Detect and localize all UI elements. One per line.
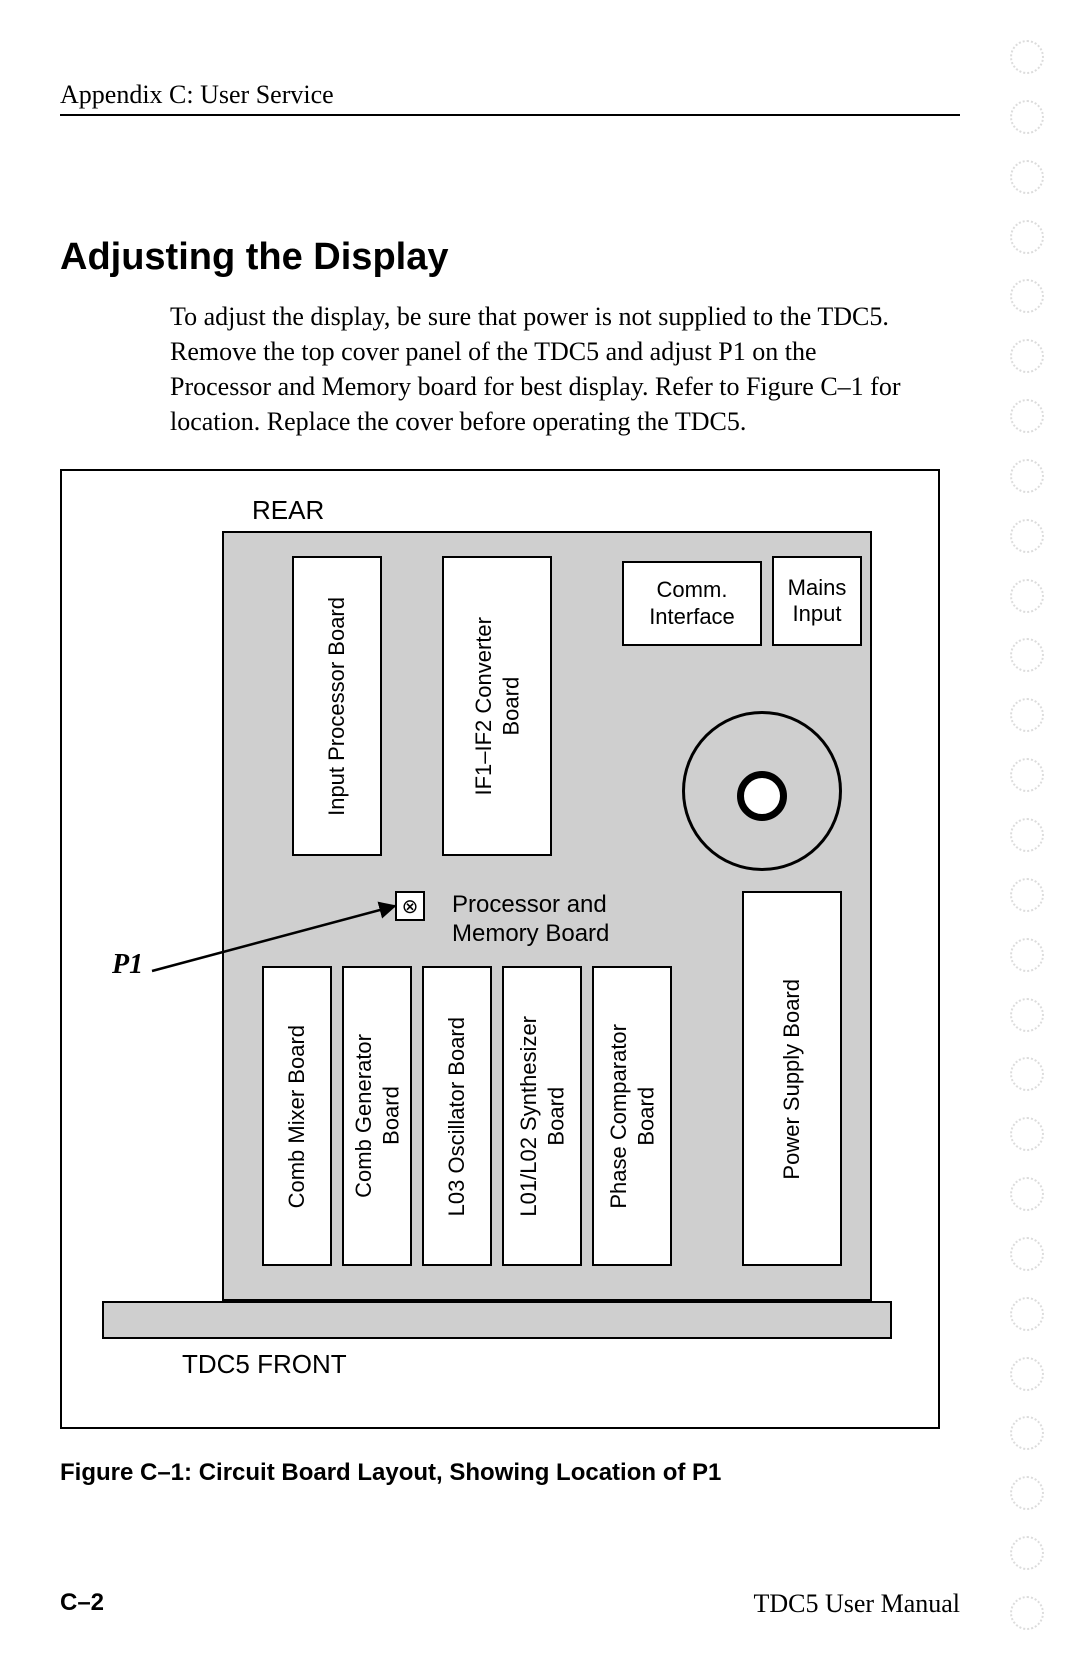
binding-hole-icon xyxy=(1010,1177,1044,1211)
page-footer: C–2 TDC5 User Manual xyxy=(60,1589,960,1619)
binding-hole-icon xyxy=(1010,1057,1044,1091)
board-l03-oscillator: L03 Oscillator Board xyxy=(422,966,492,1266)
board-mains-input: Mains Input xyxy=(772,556,862,646)
board-l01-l02-synthesizer: L01/L02 Synthesizer Board xyxy=(502,966,582,1266)
binding-hole-icon xyxy=(1010,399,1044,433)
binding-hole-icon xyxy=(1010,459,1044,493)
binding-hole-icon xyxy=(1010,1536,1044,1570)
binding-hole-icon xyxy=(1010,1416,1044,1450)
figure-c1-box: REAR Input Processor Board IF1–IF2 Conve… xyxy=(60,469,940,1429)
front-label: TDC5 FRONT xyxy=(182,1349,347,1380)
binding-hole-icon xyxy=(1010,1237,1044,1271)
binding-hole-icon xyxy=(1010,698,1044,732)
board-label: Power Supply Board xyxy=(778,979,806,1180)
p1-callout-label: P1 xyxy=(112,949,143,981)
board-comb-mixer: Comb Mixer Board xyxy=(262,966,332,1266)
board-comm-interface: Comm. Interface xyxy=(622,561,762,646)
manual-title: TDC5 User Manual xyxy=(753,1589,960,1619)
body-paragraph: To adjust the display, be sure that powe… xyxy=(170,299,920,439)
running-header: Appendix C: User Service xyxy=(60,80,960,116)
binding-hole-icon xyxy=(1010,818,1044,852)
binding-hole-icon xyxy=(1010,160,1044,194)
rear-label: REAR xyxy=(252,495,324,526)
binding-hole-icon xyxy=(1010,1297,1044,1331)
section-heading: Adjusting the Display xyxy=(60,236,960,279)
binding-hole-icon xyxy=(1010,279,1044,313)
processor-memory-label: Processor and Memory Board xyxy=(452,891,609,949)
board-label: Comb Generator Board xyxy=(350,1034,405,1198)
binding-hole-icon xyxy=(1010,638,1044,672)
binding-hole-icon xyxy=(1010,758,1044,792)
binding-holes xyxy=(1010,40,1050,1630)
front-panel-bar xyxy=(102,1301,892,1339)
board-label: L01/L02 Synthesizer Board xyxy=(515,1016,570,1217)
board-label: L03 Oscillator Board xyxy=(443,1017,471,1216)
binding-hole-icon xyxy=(1010,1117,1044,1151)
binding-hole-icon xyxy=(1010,579,1044,613)
board-label: Input Processor Board xyxy=(323,597,351,816)
board-phase-comparator: Phase Comparator Board xyxy=(592,966,672,1266)
binding-hole-icon xyxy=(1010,1357,1044,1391)
board-label: IF1–IF2 Converter Board xyxy=(470,617,525,796)
binding-hole-icon xyxy=(1010,1476,1044,1510)
board-label: Comb Mixer Board xyxy=(283,1025,311,1208)
binding-hole-icon xyxy=(1010,40,1044,74)
binding-hole-icon xyxy=(1010,339,1044,373)
binding-hole-icon xyxy=(1010,220,1044,254)
figure-caption: Figure C–1: Circuit Board Layout, Showin… xyxy=(60,1459,960,1487)
board-power-supply: Power Supply Board xyxy=(742,891,842,1266)
binding-hole-icon xyxy=(1010,998,1044,1032)
binding-hole-icon xyxy=(1010,519,1044,553)
binding-hole-icon xyxy=(1010,1596,1044,1630)
page-content: Appendix C: User Service Adjusting the D… xyxy=(60,80,960,1487)
board-input-processor: Input Processor Board xyxy=(292,556,382,856)
binding-hole-icon xyxy=(1010,100,1044,134)
potentiometer-p1-icon: ⊗ xyxy=(395,891,425,921)
binding-hole-icon xyxy=(1010,878,1044,912)
board-label: Phase Comparator Board xyxy=(605,1024,660,1209)
page-number: C–2 xyxy=(60,1589,104,1619)
board-label: Comm. Interface xyxy=(649,577,735,630)
binding-hole-icon xyxy=(1010,938,1044,972)
board-comb-generator: Comb Generator Board xyxy=(342,966,412,1266)
board-label: Mains Input xyxy=(788,575,847,628)
board-if1-if2-converter: IF1–IF2 Converter Board xyxy=(442,556,552,856)
